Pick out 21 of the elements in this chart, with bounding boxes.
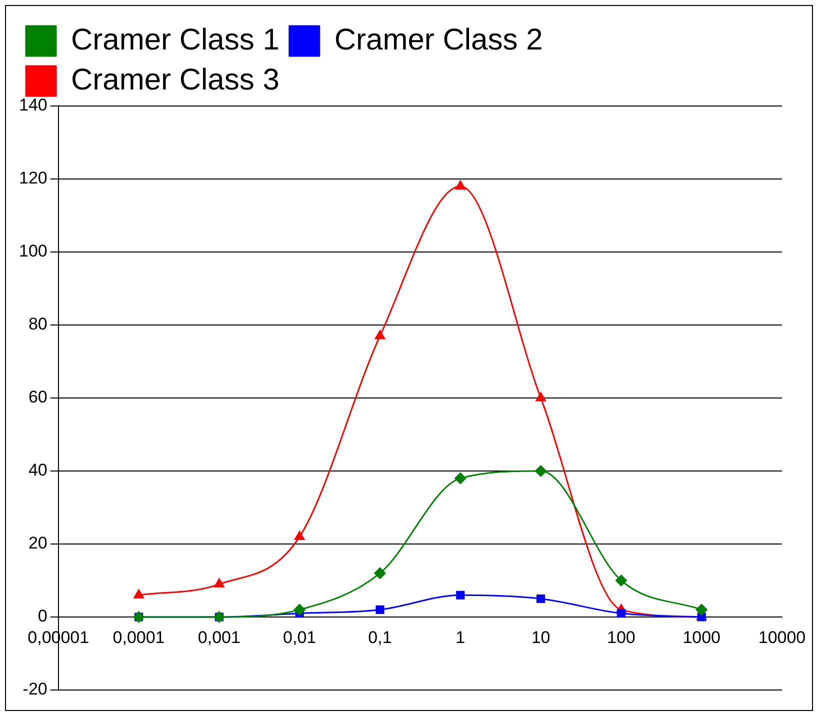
x-tick-label: 0,0001: [112, 628, 165, 647]
x-tick-label: 1000: [682, 628, 721, 647]
x-tick-label: 10000: [758, 628, 806, 647]
y-tick-label: 40: [28, 460, 48, 480]
legend-label: Cramer Class 1: [71, 23, 280, 56]
y-tick-label: 0: [38, 606, 48, 626]
x-tick-label: 1: [456, 628, 466, 647]
legend-label: Cramer Class 2: [334, 23, 543, 56]
x-tick-label: 100: [607, 628, 636, 647]
x-tick-label: 0,1: [368, 628, 392, 647]
legend-label: Cramer Class 3: [71, 63, 280, 96]
x-tick-label: 0,01: [283, 628, 316, 647]
y-tick-label: 80: [28, 314, 48, 334]
x-tick-label: 10: [531, 628, 550, 647]
y-tick-label: 120: [18, 168, 48, 188]
y-tick-label: 60: [28, 388, 48, 407]
y-tick-label: 140: [18, 96, 48, 115]
y-tick-label: -20: [22, 680, 48, 699]
y-tick-label: 20: [28, 534, 48, 553]
y-tick-label: 100: [18, 242, 48, 261]
x-tick-label: 0,001: [198, 628, 240, 647]
